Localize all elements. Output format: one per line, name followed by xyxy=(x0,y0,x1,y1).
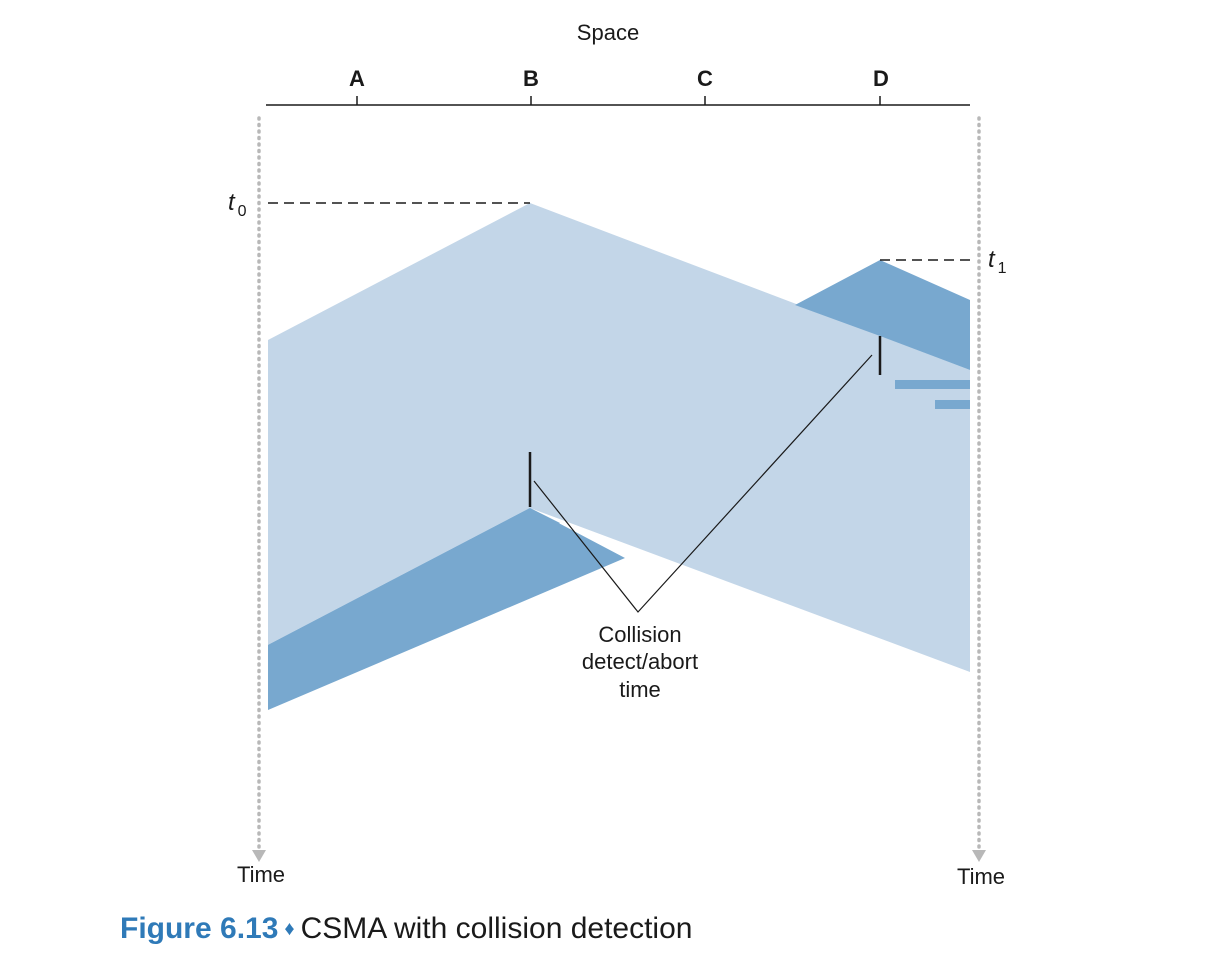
timeline-left-arrow xyxy=(252,850,266,862)
figure-caption: Figure 6.13 ♦ CSMA with collision detectio… xyxy=(120,912,692,946)
interference-stripe xyxy=(268,612,284,621)
timeline-right-arrow xyxy=(972,850,986,862)
interference-stripe xyxy=(119,629,249,637)
stripes-right xyxy=(895,380,970,409)
signal-d-dark xyxy=(795,260,970,370)
interference-stripe xyxy=(85,647,215,655)
collision-label-line1: Collision xyxy=(598,622,681,647)
time-label-left: Time xyxy=(237,862,285,887)
time-label-right: Time xyxy=(957,864,1005,889)
node-d-label: D xyxy=(873,66,889,91)
caption-separator-icon: ♦ xyxy=(284,918,295,940)
node-ticks xyxy=(356,96,881,105)
collision-label-line2: detect/abort xyxy=(582,649,698,674)
figure-title: CSMA with collision detection xyxy=(300,912,693,945)
space-label: Space xyxy=(577,20,639,45)
node-a-label: A xyxy=(349,66,365,91)
collision-label-line3: time xyxy=(619,677,661,702)
node-b-label: B xyxy=(523,66,539,91)
signal-b-light xyxy=(268,203,970,672)
collision-callout-lines xyxy=(533,354,873,613)
signal-d-band xyxy=(268,508,625,710)
node-c-label: C xyxy=(697,66,713,91)
figure-number: Figure 6.13 xyxy=(120,912,279,945)
